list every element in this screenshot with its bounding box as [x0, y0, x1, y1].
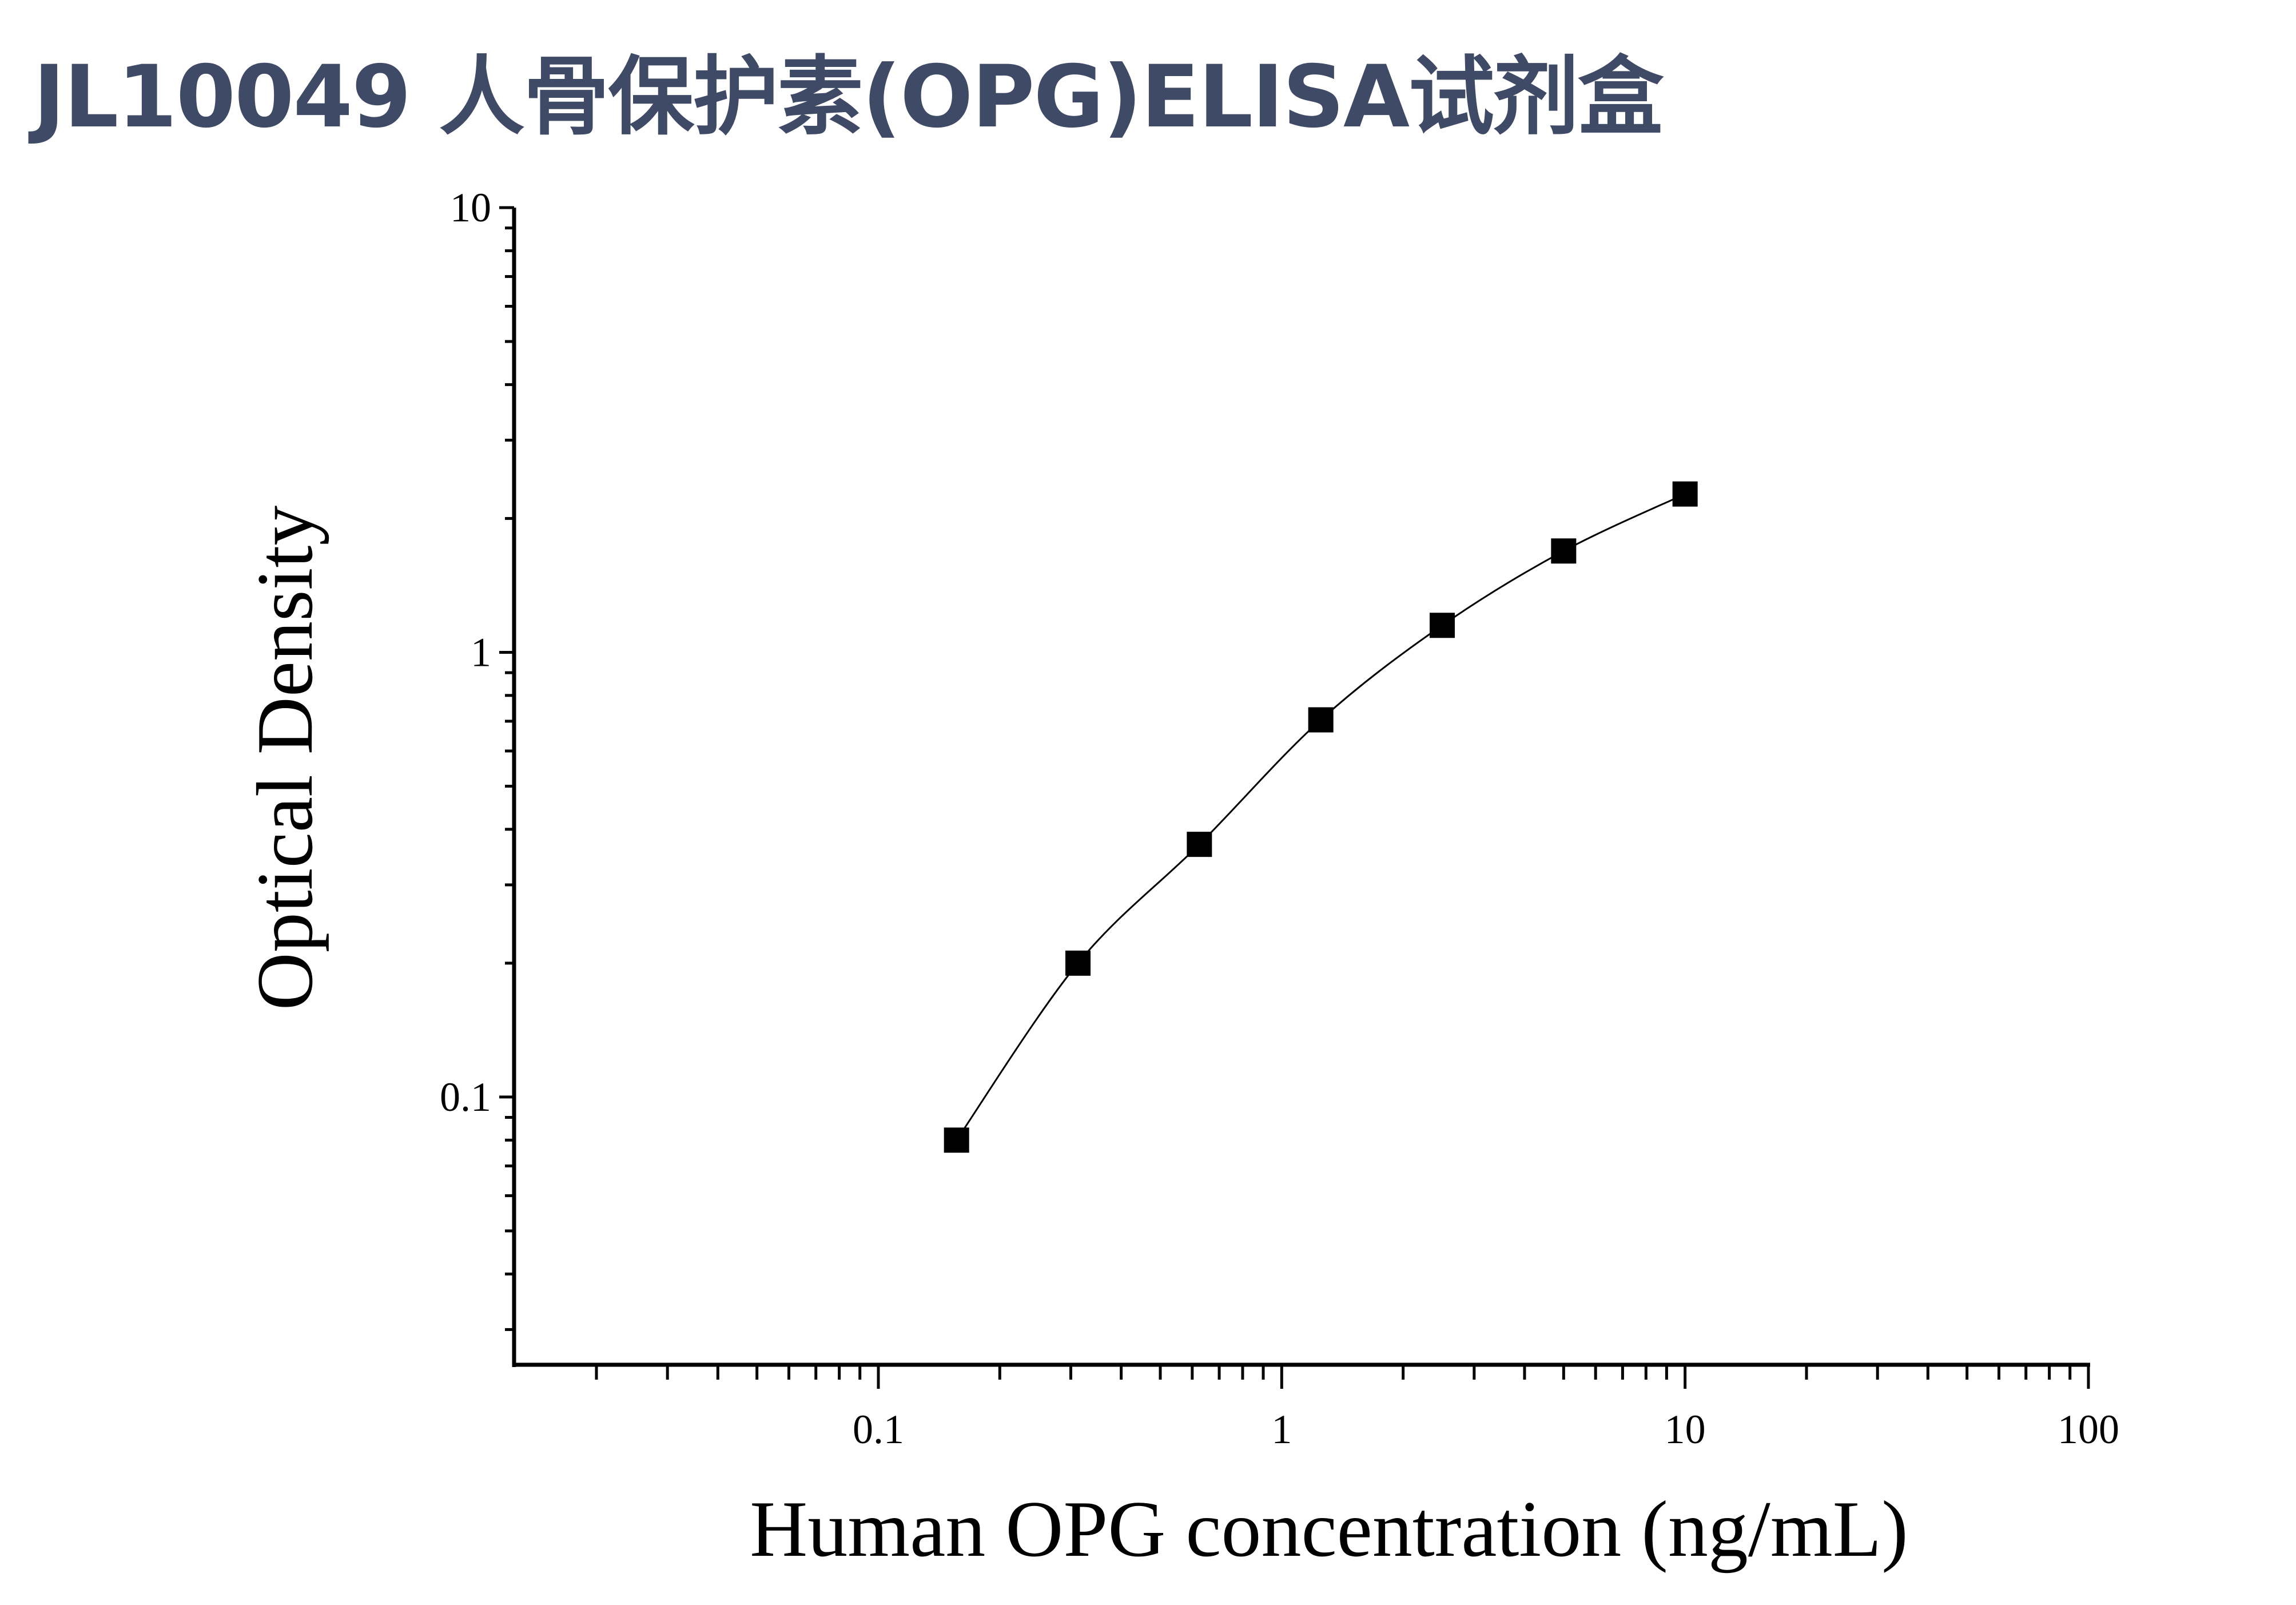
x-tick-label: 0.1 [853, 1407, 904, 1452]
ticks: 0.1 1 10 100 0.1 1 10 [440, 185, 2119, 1452]
data-point [1672, 481, 1698, 507]
x-tick-label: 100 [2058, 1407, 2119, 1452]
x-axis-label: Human OPG concentration (ng/mL) [750, 1485, 1908, 1574]
data-point [1551, 538, 1577, 564]
axes [512, 208, 2090, 1367]
data-points [944, 481, 1698, 1153]
page-title: JL10049 人骨保护素(OPG)ELISA试剂盒 [33, 47, 1664, 147]
x-tick-label: 10 [1665, 1407, 1706, 1452]
data-point [944, 1127, 969, 1153]
y-tick-label: 10 [450, 185, 491, 231]
y-tick-label: 0.1 [440, 1074, 491, 1120]
data-point [1065, 950, 1091, 976]
data-point [1187, 832, 1212, 857]
x-tick-label: 1 [1271, 1407, 1292, 1452]
data-point [1308, 707, 1334, 733]
y-axis-label: Optical Density [241, 506, 329, 1011]
fit-curve [956, 493, 1686, 1141]
data-point [1430, 613, 1455, 638]
y-tick-label: 1 [471, 629, 491, 675]
